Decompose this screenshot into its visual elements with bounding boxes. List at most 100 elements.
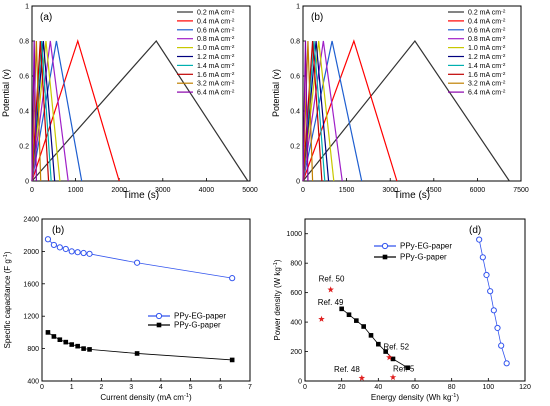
- series-2: [339, 306, 410, 371]
- data-point: [318, 315, 325, 322]
- series-4: [302, 40, 343, 182]
- x-tick-label: 4: [159, 384, 163, 391]
- x-tick-label: 100: [482, 384, 494, 391]
- x-axis-label: Energy density (Wh kg-1): [371, 393, 459, 402]
- x-tick-label: 3: [129, 384, 133, 391]
- series-line: [31, 40, 37, 182]
- series-line: [302, 39, 398, 182]
- x-tick-label: 1000: [68, 187, 84, 194]
- x-tick-label: 0: [303, 384, 307, 391]
- data-point: [74, 249, 81, 256]
- legend-label: 1.2 mA cm-2: [197, 53, 235, 62]
- series-3: [302, 40, 363, 182]
- series-line: [302, 40, 363, 182]
- data-point: [339, 306, 344, 312]
- legend-label: 1.4 mA cm-2: [468, 61, 506, 70]
- panel-label: (b): [52, 225, 64, 236]
- data-point: [80, 249, 87, 257]
- plot-frame: [41, 218, 251, 382]
- data-point: [354, 318, 359, 323]
- data-point: [57, 337, 63, 342]
- series-10: [302, 40, 309, 182]
- x-tick-label: 120: [519, 384, 531, 391]
- data-point: [87, 347, 92, 352]
- plot-frame: [302, 5, 522, 182]
- annotation-label: Ref. 48: [334, 365, 360, 374]
- x-axis-label: Current density (mA cm-1): [100, 393, 192, 402]
- series-3: [31, 40, 83, 182]
- series-8: [31, 40, 50, 182]
- y-tick-label: 0.4: [290, 109, 300, 116]
- x-tick-label: 1500: [339, 187, 355, 194]
- y-tick-label: 2400: [23, 217, 39, 224]
- legend-marker: [381, 242, 389, 250]
- series-line: [31, 40, 50, 182]
- y-tick-label: 0.2: [19, 144, 29, 151]
- data-point: [68, 248, 75, 255]
- y-axis-label: Potential (v): [271, 69, 281, 117]
- legend-label: 1.0 mA cm-2: [468, 44, 506, 53]
- data-point: [62, 245, 69, 253]
- series-line: [302, 40, 309, 182]
- data-point: [376, 341, 381, 347]
- series-line: [31, 40, 61, 182]
- legend-label: 0.6 mA cm-2: [197, 26, 235, 35]
- panel-label: (d): [469, 225, 481, 236]
- y-axis-label: Specific capacitance (F g-1): [3, 251, 12, 348]
- data-point: [361, 324, 366, 329]
- panel-label: (a): [40, 12, 52, 23]
- data-point: [327, 286, 334, 293]
- y-tick-label: 800: [290, 261, 302, 268]
- legend-label: 1.4 mA cm-2: [197, 61, 235, 70]
- y-tick-label: 0: [25, 179, 29, 186]
- y-tick-label: 0: [296, 179, 300, 186]
- y-tick-label: 0.4: [19, 109, 29, 116]
- x-tick-label: 7500: [513, 187, 529, 194]
- data-point: [81, 346, 86, 351]
- data-point: [498, 342, 505, 349]
- series-line: [302, 40, 343, 182]
- series-line: [302, 40, 323, 182]
- legend-label: 1.6 mA cm-2: [197, 70, 235, 79]
- legend-label: 3.2 mA cm-2: [197, 79, 235, 88]
- data-point: [229, 275, 236, 282]
- x-tick-label: 60: [411, 384, 419, 391]
- y-tick-label: 2000: [23, 249, 39, 256]
- y-tick-label: 0.8: [290, 39, 300, 46]
- x-tick-label: 4500: [426, 187, 442, 194]
- series-line: [302, 40, 314, 182]
- series-1: [476, 236, 510, 367]
- data-point: [229, 357, 235, 363]
- series-9: [31, 40, 42, 182]
- y-tick-label: 0.6: [290, 74, 300, 81]
- y-tick-label: 0: [298, 379, 302, 386]
- legend: 0.2 mA cm-20.4 mA cm-20.6 mA cm-20.8 mA …: [177, 8, 235, 97]
- series-line: [47, 238, 233, 279]
- data-point: [56, 244, 63, 251]
- data-point: [51, 334, 57, 339]
- y-tick-label: 1: [25, 4, 29, 11]
- x-tick-label: 5: [189, 384, 193, 391]
- x-tick-label: 80: [448, 384, 456, 391]
- chart-panel-3: 0 1 2 3 4 5 6 7 400 800 1200 1600 2000 2400 Current de…: [3, 217, 252, 403]
- series-3: [318, 286, 397, 381]
- series-line: [31, 40, 42, 182]
- panel-label: (b): [311, 12, 323, 23]
- y-tick-label: 1: [296, 4, 300, 11]
- legend-label: 1.6 mA cm-2: [468, 70, 506, 79]
- legend-marker: [155, 312, 163, 320]
- data-point: [134, 351, 140, 356]
- legend-label: 1.2 mA cm-2: [468, 53, 506, 62]
- x-axis-label: Time (s): [123, 190, 159, 201]
- annotation-label: Ref. 5: [393, 364, 415, 373]
- x-tick-label: 3000: [155, 187, 171, 194]
- series-line: [31, 40, 69, 182]
- legend-label: 0.4 mA cm-2: [197, 17, 235, 26]
- legend-label: 0.6 mA cm-2: [468, 26, 506, 35]
- x-tick-label: 3000: [382, 187, 398, 194]
- y-tick-label: 400: [27, 379, 39, 386]
- series-10: [31, 40, 37, 182]
- legend-label: PPy-EG-paper: [400, 242, 452, 251]
- legend-label: 1.0 mA cm-2: [197, 44, 235, 53]
